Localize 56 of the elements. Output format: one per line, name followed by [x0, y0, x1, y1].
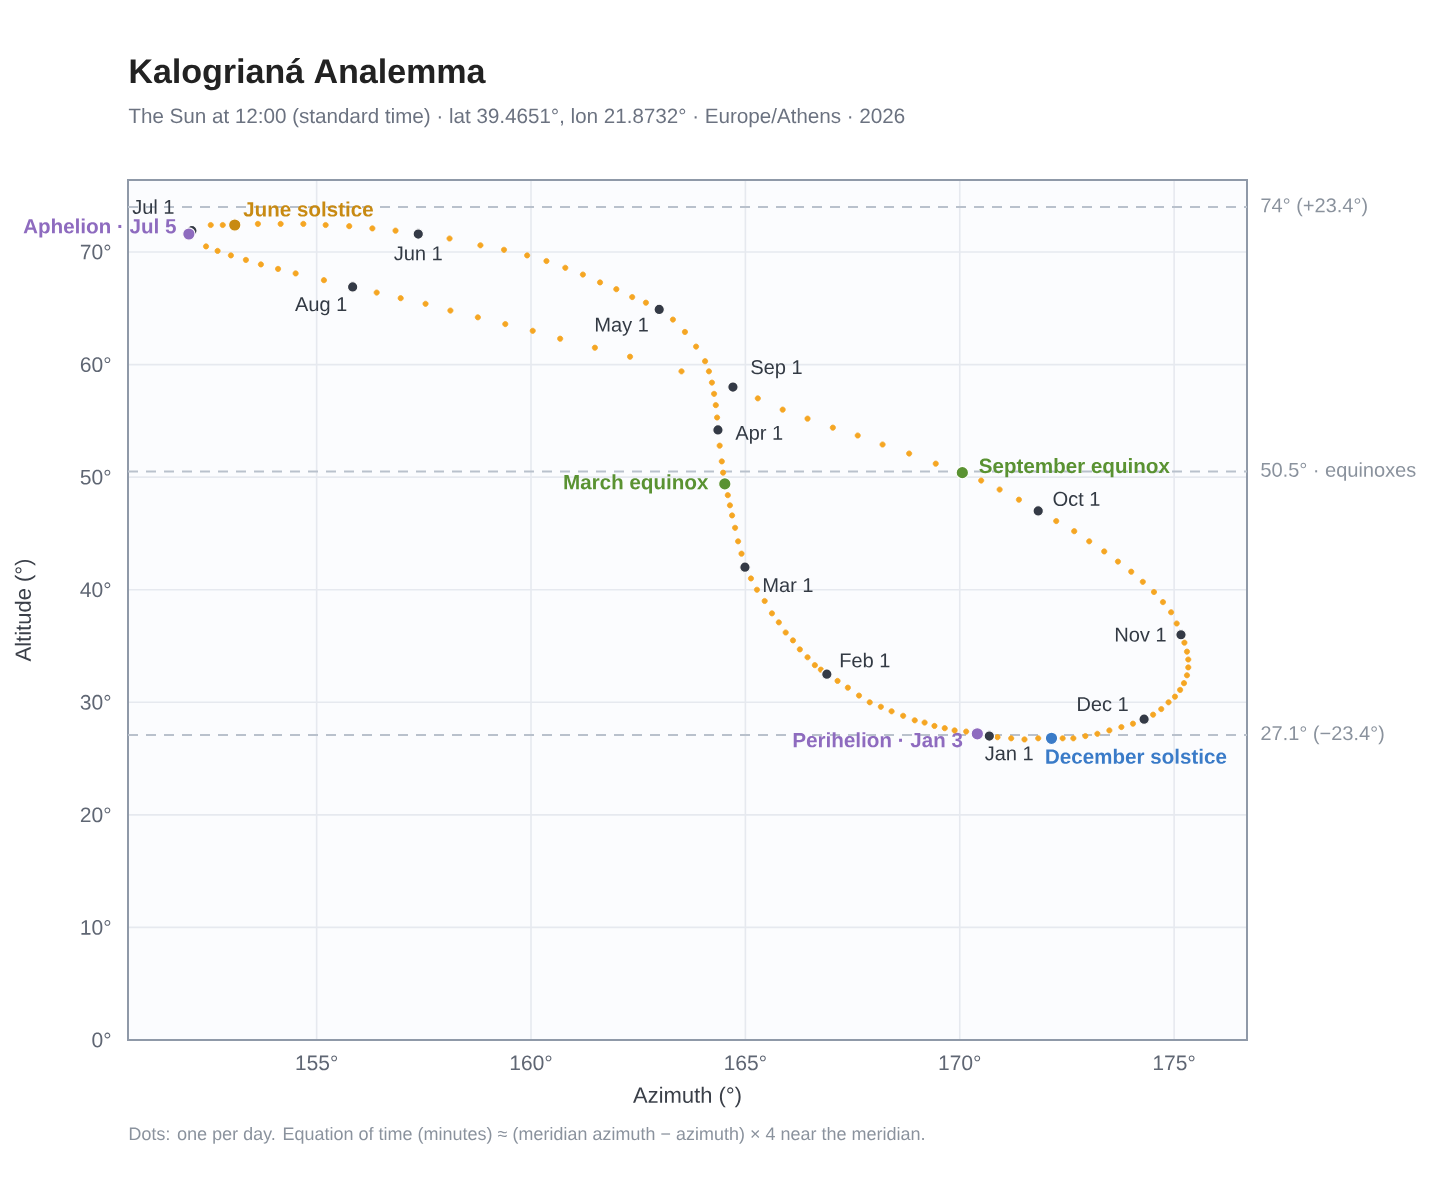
point	[412, 228, 425, 240]
annotation: Oct 1	[1053, 491, 1100, 507]
point	[1138, 713, 1150, 725]
annotation: Dec 1	[1078, 697, 1128, 712]
y-tick-label: 50°	[80, 469, 111, 485]
annotation: May 1	[595, 317, 648, 336]
annotation: Sep 1	[751, 360, 802, 379]
ref-line-label: 50.5° · equinoxes	[1261, 462, 1416, 481]
annotation: Nov 1	[1115, 627, 1166, 642]
point	[983, 730, 996, 742]
y-tick-label: 60°	[80, 357, 111, 373]
ref-line-label: 74° (+23.4°)	[1261, 197, 1367, 217]
x-tick-label: 170°	[939, 1055, 981, 1071]
series-label: Perihelion · Jan 3	[793, 732, 963, 748]
point	[227, 218, 242, 232]
point	[821, 668, 833, 680]
point	[739, 561, 751, 574]
point	[718, 477, 732, 491]
x-tick-label: 175°	[1154, 1055, 1195, 1071]
annotation: Feb 1	[840, 652, 890, 668]
y-tick-label: 40°	[80, 582, 111, 598]
y-tick-label: 10°	[81, 920, 111, 935]
point	[346, 281, 359, 293]
x-tick-label: 165°	[725, 1055, 766, 1071]
point	[727, 381, 739, 393]
point	[712, 424, 724, 436]
y-tick-label: 0°	[92, 1032, 111, 1048]
annotation: Jun 1	[394, 246, 442, 261]
point	[182, 227, 196, 241]
chart-title: Kalogrianá Analemma	[130, 58, 486, 91]
series-label: June solstice	[243, 201, 373, 217]
series-label: December solstice	[1046, 748, 1227, 764]
y-tick-label: 30°	[80, 694, 111, 710]
y-axis-title: Altitude (°)	[14, 559, 36, 662]
y-tick-label: 20°	[80, 807, 111, 823]
x-axis-title: Azimuth (°)	[633, 1086, 741, 1108]
x-tick-label: 160°	[510, 1055, 552, 1071]
annotation: Jul 1	[132, 199, 174, 214]
point	[1032, 505, 1045, 517]
chart-subtitle: The Sun at 12:00 (standard time) · lat 39.4651°, lon 21.8732° · Europe/Athens · 2026	[128, 108, 905, 128]
point	[970, 727, 985, 741]
x-tick-label: 155°	[296, 1055, 338, 1071]
series-label: Aphelion · Jul 5	[23, 218, 176, 238]
point	[955, 465, 970, 480]
annotation: Apr 1	[735, 425, 783, 444]
ref-line-label: 27.1° (−23.4°)	[1261, 725, 1384, 745]
point	[1044, 731, 1059, 746]
series-label: March equinox	[564, 474, 709, 494]
point	[653, 303, 666, 316]
annotation: Mar 1	[763, 578, 813, 593]
series-label: September equinox	[979, 458, 1170, 478]
annotation: Jan 1	[985, 746, 1033, 761]
annotation: Aug 1	[295, 297, 347, 316]
text: Dots: one per day. Equation of time (minutes) ≈ (meridian azimuth − azimuth) × 4 near the meridian.	[129, 1126, 924, 1144]
y-tick-label: 70°	[80, 244, 111, 260]
point	[1175, 628, 1187, 641]
